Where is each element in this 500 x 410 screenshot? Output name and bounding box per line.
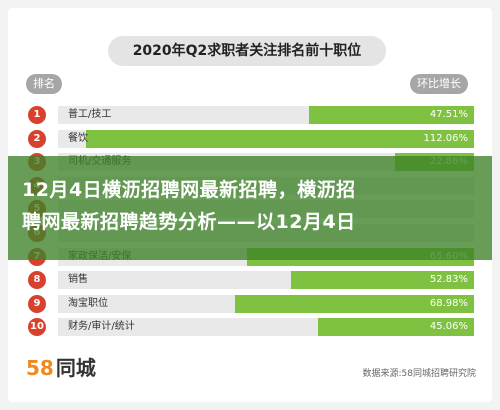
bar-value-label: 112.06% bbox=[423, 133, 469, 144]
headline-line-2: 聘网最新招聘趋势分析——以12月4日 bbox=[22, 211, 356, 233]
bar-value-label: 52.83% bbox=[429, 274, 468, 285]
category-label: 餐饮 bbox=[68, 133, 88, 144]
category-label: 财务/审计/统计 bbox=[68, 321, 135, 332]
bar-value-label: 68.98% bbox=[429, 298, 468, 309]
rank-badge: 10 bbox=[28, 318, 46, 336]
brand-logo: 58 同城 bbox=[26, 355, 96, 381]
data-source-note: 数据来源:58同城招聘研究院 bbox=[362, 369, 477, 379]
bar bbox=[235, 295, 474, 313]
category-label: 普工/技工 bbox=[68, 109, 112, 120]
bar bbox=[318, 318, 474, 336]
rank-badge: 8 bbox=[28, 271, 46, 289]
rank-badge: 2 bbox=[28, 130, 46, 148]
rank-badge: 9 bbox=[28, 295, 46, 313]
rank-header: 排名 bbox=[26, 74, 62, 94]
bar bbox=[309, 106, 474, 124]
growth-header: 环比增长 bbox=[410, 74, 468, 94]
headline-line-1: 12月4日横沥招聘网最新招聘，横沥招 bbox=[22, 179, 356, 201]
bar-value-label: 47.51% bbox=[429, 109, 468, 120]
category-label: 淘宝职位 bbox=[68, 298, 108, 309]
bar bbox=[291, 271, 474, 289]
logo-number: 58 bbox=[26, 356, 54, 380]
chart-title: 2020年Q2求职者关注排名前十职位 bbox=[108, 36, 386, 66]
category-label: 销售 bbox=[68, 274, 88, 285]
bar bbox=[86, 130, 474, 148]
rank-badge: 1 bbox=[28, 106, 46, 124]
headline-banner: 12月4日横沥招聘网最新招聘，横沥招 聘网最新招聘趋势分析——以12月4日 bbox=[8, 156, 492, 260]
logo-text: 同城 bbox=[55, 356, 96, 380]
bar-value-label: 45.06% bbox=[429, 321, 468, 332]
